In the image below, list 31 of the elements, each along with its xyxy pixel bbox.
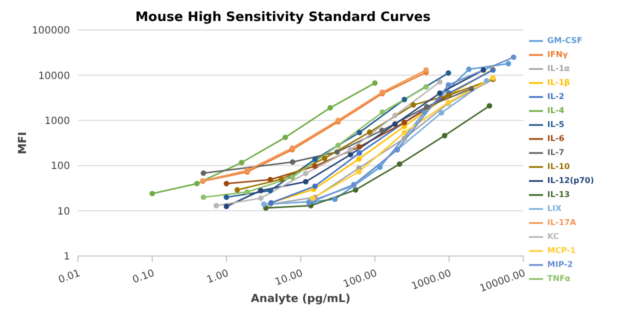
legend-label: MCP-1 [547, 246, 576, 256]
legend-label: IL-7 [547, 148, 564, 158]
y-tick-label: 100 [50, 161, 70, 172]
legend-label: KC [547, 232, 560, 242]
x-tick-label: 0.01 [57, 268, 82, 286]
chart-title: Mouse High Sensitivity Standard Curves [134, 10, 432, 25]
y-tick-label: 10 [57, 206, 70, 218]
x-tick-label: 1.00 [206, 268, 230, 286]
legend-label: IL-5 [547, 120, 564, 130]
y-tick-label: 1000 [44, 116, 70, 127]
legend-label: IL-1β [547, 78, 570, 88]
y-tick-label: 10000 [38, 70, 70, 82]
y-tick-label: 1 [64, 252, 70, 263]
legend-label: TNFα [547, 274, 570, 284]
y-axis-title: MFI [16, 132, 29, 154]
legend-label: MIP-2 [547, 260, 573, 270]
legend-label: IL-4 [547, 106, 564, 116]
legend-label: IL-13 [547, 190, 570, 200]
legend-label: IL-6 [547, 134, 564, 144]
x-tick-label: 0.10 [131, 268, 156, 286]
legend-label: IL-2 [547, 92, 564, 102]
legend-label: IL-17A [547, 218, 576, 228]
legend-label: IFNγ [547, 50, 568, 60]
legend-label: GM-CSF [547, 36, 582, 46]
x-tick-label: 10.00 [274, 268, 304, 288]
legend-label: IL-1α [547, 64, 570, 74]
legend-label: IL-12(p70) [547, 176, 594, 186]
x-axis-title: Analyte (pg/mL) [250, 292, 350, 305]
y-tick-label: 100000 [32, 26, 70, 37]
legend-label: LIX [547, 204, 562, 214]
legend-label: IL-10 [547, 162, 570, 172]
